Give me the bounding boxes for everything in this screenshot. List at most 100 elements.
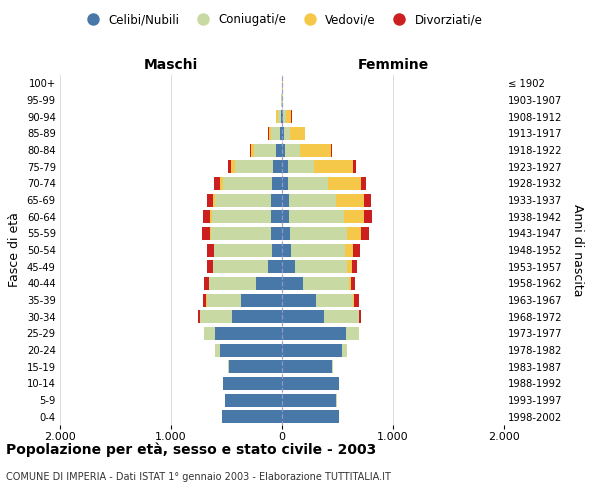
Bar [197, 310, 200, 323]
Bar [272, 177, 282, 190]
Bar [282, 144, 286, 156]
Bar [324, 310, 359, 323]
Bar [210, 227, 211, 240]
Bar [209, 277, 256, 290]
Bar [204, 327, 215, 340]
Bar [268, 260, 282, 273]
Bar [282, 294, 316, 306]
Bar [222, 410, 282, 423]
Bar [226, 394, 282, 406]
Bar [220, 177, 223, 190]
Bar [202, 227, 210, 240]
Bar [283, 110, 286, 123]
Bar [277, 144, 282, 156]
Bar [337, 194, 364, 206]
Bar [282, 277, 303, 290]
Bar [211, 210, 212, 223]
Bar [203, 210, 211, 223]
Bar [203, 294, 206, 306]
Bar [256, 277, 282, 290]
Bar [282, 344, 342, 356]
Bar [282, 194, 289, 206]
Bar [251, 144, 254, 156]
Bar [351, 277, 355, 290]
Bar [277, 110, 278, 123]
Bar [291, 244, 345, 256]
Bar [241, 294, 282, 306]
Bar [300, 144, 331, 156]
Bar [215, 194, 271, 206]
Bar [282, 127, 284, 140]
Bar [227, 360, 229, 373]
Bar [254, 144, 277, 156]
Bar [287, 160, 314, 173]
Bar [207, 244, 214, 256]
Bar [273, 160, 282, 173]
Text: Femmine: Femmine [358, 58, 428, 71]
Bar [289, 210, 344, 223]
Bar [214, 177, 220, 190]
Bar [361, 227, 368, 240]
Bar [314, 160, 353, 173]
Bar [359, 310, 361, 323]
Bar [215, 327, 282, 340]
Bar [269, 127, 271, 140]
Bar [204, 277, 209, 290]
Bar [282, 327, 346, 340]
Bar [282, 260, 295, 273]
Bar [284, 127, 290, 140]
Bar [214, 244, 272, 256]
Bar [206, 194, 213, 206]
Y-axis label: Fasce di età: Fasce di età [8, 212, 21, 288]
Bar [347, 260, 352, 273]
Bar [227, 160, 231, 173]
Bar [282, 394, 337, 406]
Bar [331, 144, 332, 156]
Bar [213, 260, 268, 273]
Bar [344, 210, 364, 223]
Bar [289, 194, 337, 206]
Bar [280, 127, 282, 140]
Bar [278, 110, 281, 123]
Bar [342, 344, 347, 356]
Bar [282, 110, 283, 123]
Text: Popolazione per età, sesso e stato civile - 2003: Popolazione per età, sesso e stato civil… [6, 442, 376, 457]
Bar [215, 344, 220, 356]
Bar [316, 294, 353, 306]
Bar [353, 294, 354, 306]
Bar [353, 244, 360, 256]
Bar [281, 110, 282, 123]
Bar [290, 227, 347, 240]
Bar [282, 377, 338, 390]
Bar [295, 260, 347, 273]
Bar [271, 210, 282, 223]
Bar [282, 160, 287, 173]
Bar [287, 177, 328, 190]
Bar [250, 144, 251, 156]
Bar [271, 127, 280, 140]
Bar [353, 160, 356, 173]
Bar [212, 210, 271, 223]
Y-axis label: Anni di nascita: Anni di nascita [571, 204, 584, 296]
Bar [271, 194, 282, 206]
Bar [211, 227, 271, 240]
Bar [207, 260, 213, 273]
Bar [290, 127, 305, 140]
Bar [347, 227, 361, 240]
Bar [223, 177, 272, 190]
Text: COMUNE DI IMPERIA - Dati ISTAT 1° gennaio 2003 - Elaborazione TUTTITALIA.IT: COMUNE DI IMPERIA - Dati ISTAT 1° gennai… [6, 472, 391, 482]
Bar [352, 260, 358, 273]
Bar [282, 227, 290, 240]
Bar [220, 344, 282, 356]
Bar [200, 310, 232, 323]
Bar [282, 310, 324, 323]
Bar [282, 410, 338, 423]
Bar [272, 244, 282, 256]
Bar [286, 110, 292, 123]
Bar [345, 244, 353, 256]
Bar [282, 244, 291, 256]
Bar [349, 277, 351, 290]
Bar [235, 160, 273, 173]
Bar [354, 294, 359, 306]
Bar [361, 177, 367, 190]
